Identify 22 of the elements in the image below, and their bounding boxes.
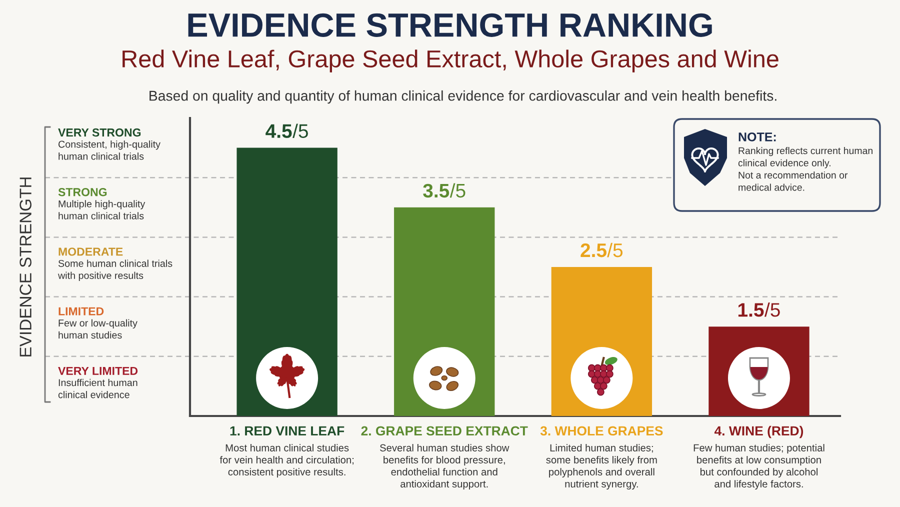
- annotation: /5: [292, 124, 308, 138]
- text: STRONG Multiple high-quality human clinical trials: [58, 188, 146, 220]
- data-label: 1.5: [738, 303, 764, 317]
- annotation: /5: [764, 302, 780, 317]
- data-label: 4.5: [266, 124, 292, 138]
- annotation: /5: [450, 183, 466, 198]
- text: MODERATE Some human clinical trials with positive results: [58, 248, 172, 281]
- x-tick-label: 1. RED VINE LEAF Most human clinical studies for vein health and circulation; consistent positive results.: [220, 426, 354, 478]
- text: LIMITED Few or low-quality human studies: [58, 307, 138, 339]
- chart-title: EVIDENCE STRENGTH RANKING: [188, 13, 712, 37]
- x-tick-label: 2. GRAPE SEED EXTRACT Several human studies show benefits for blood pressure, endothelial function and antioxidant support.: [361, 426, 528, 490]
- data-label: 3.5: [423, 184, 450, 198]
- x-tick-label: 4. WINE (RED) Few human studies; potential benefits at low consumption but confounded by alcohol and lifestyle factors.: [694, 426, 824, 490]
- text: EVIDENCE STRENGTH: [20, 178, 32, 356]
- chart-subtitle: Red Vine Leaf, Grape Seed Extract, Whole Grapes and Wine: [122, 50, 778, 72]
- x-tick-label: 3. WHOLE GRAPES Limited human studies; some benefits likely from polyphenols and overall nutrient synergy.: [540, 426, 663, 490]
- text: VERY STRONG Consistent, high-quality human clinical trials: [58, 128, 160, 160]
- text: VERY LIMITED Insufficient human clinical evidence: [58, 366, 138, 398]
- text: Based on quality and quantity of human clinical evidence for cardiovascular and vein health benefits.: [150, 90, 776, 104]
- annotation: /5: [607, 242, 623, 258]
- annotation: NOTE: Ranking reflects current human clinical evidence only. Not a recommendation or medical advice.: [738, 132, 872, 191]
- data-label: 2.5: [580, 243, 606, 258]
